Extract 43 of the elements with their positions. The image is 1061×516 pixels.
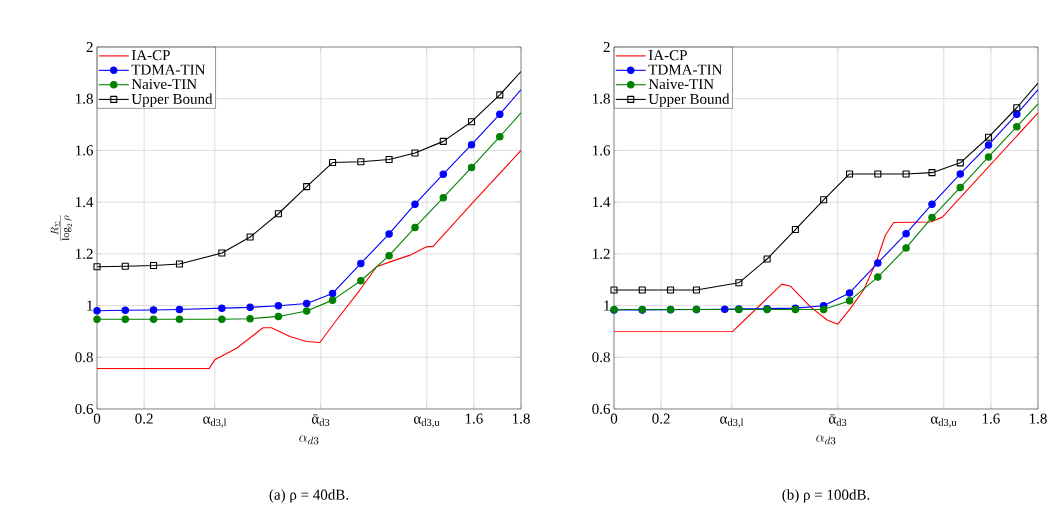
x-axis-title: $\alpha_{d3}$ [816,435,836,445]
legend-label: IA-CP [131,50,170,61]
y-tick-label: 1.4 [593,197,611,208]
y-tick-label: 1.8 [593,93,610,104]
legend-label: Naive-TIN [648,79,714,90]
legend-label: Upper Bound [131,93,213,108]
text: (b) ρ = 100dB. [782,489,870,503]
legend-label: Upper Bound [648,93,730,108]
x-axis-title: $\alpha_{d3}$ [299,435,319,445]
legend-label: TDMA-TIN [648,64,723,75]
text: (a) ρ = 40dB. [269,489,349,503]
x-tick-label: ᾱ$_{d3}$ [311,414,330,426]
y-tick-label: 0.8 [592,352,610,363]
x-tick-label: 1.6 [982,413,1000,424]
y-axis-title: $\frac{R_{\Sigma}}{\log_2 \rho}$ [50,215,72,241]
y-tick-label: 1.6 [76,145,94,156]
x-tick-label: 0 [93,413,101,424]
y-tick-label: 1.8 [76,93,93,104]
legend-label: TDMA-TIN [131,64,206,75]
x-tick-label: 0 [610,413,618,424]
x-tick-label: α$_{d3,u}$ [930,416,957,428]
legend-label: Naive-TIN [131,79,197,90]
y-tick-label: 1 [87,300,93,311]
y-tick-label: 0.6 [592,403,611,415]
x-tick-label: α$_{d3,l}$ [720,416,744,428]
legend-label: IA-CP [648,50,687,61]
y-tick-label: 2 [603,42,610,52]
x-tick-label: 0.2 [652,413,670,424]
x-tick-label: 1.8 [512,413,530,424]
y-tick-label: 1.4 [76,197,94,208]
x-tick-label: α$_{d3,u}$ [413,416,440,428]
y-tick-label: 1.6 [593,145,611,156]
y-tick-label: 2 [86,42,93,52]
y-tick-label: 1.2 [76,248,93,259]
x-tick-label: α$_{d3,l}$ [203,416,227,428]
y-tick-label: 0.6 [75,403,94,415]
y-tick-label: 0.8 [75,352,93,363]
x-tick-label: 1.8 [1029,413,1047,424]
y-tick-label: 1.2 [593,248,610,259]
x-tick-label: ᾱ$_{d3}$ [828,414,847,426]
x-tick-label: 0.2 [135,413,153,424]
x-tick-label: 1.6 [465,413,483,424]
y-tick-label: 1 [604,300,610,311]
